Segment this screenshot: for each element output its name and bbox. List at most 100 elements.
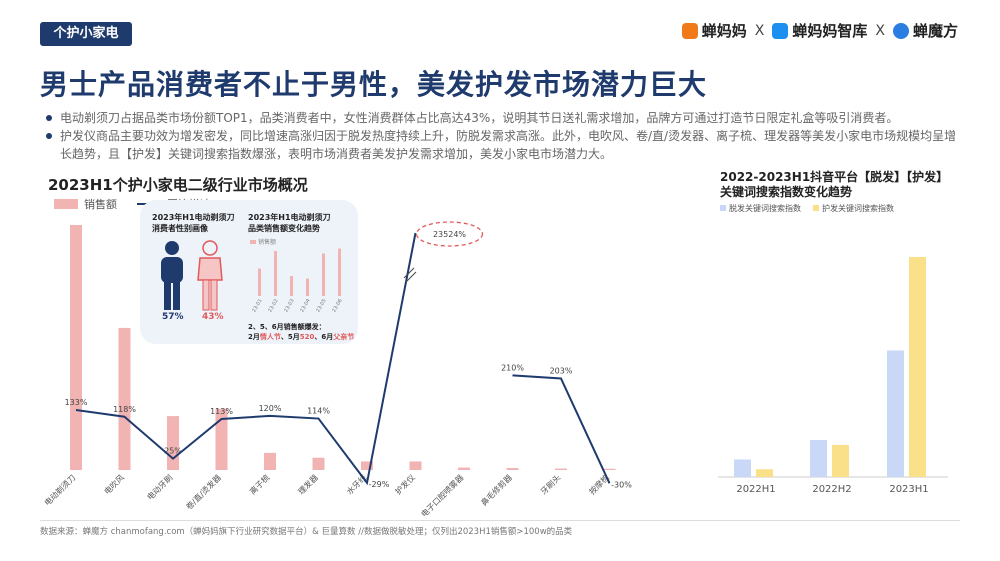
inset-trend-bars: 23-01 23-02 23-03 23-04 23-05 23-06 <box>251 248 344 314</box>
zhiku-icon <box>772 22 789 39</box>
growth-data-label: 25% <box>164 447 182 456</box>
category-tick-label: 牙刷头 <box>538 472 562 496</box>
keyword-index-bar <box>734 459 751 477</box>
right-category-label: 2022H1 <box>736 484 775 495</box>
growth-data-label: 120% <box>259 404 282 413</box>
keyword-index-bar <box>887 350 904 477</box>
legend-swatch-hair-care <box>813 205 819 211</box>
section-tag: 个护小家电 <box>40 22 132 46</box>
right-category-label: 2022H2 <box>812 484 851 495</box>
category-tick-label: 离子梳 <box>247 472 271 496</box>
sales-bar <box>506 468 519 470</box>
note-seg: 、5月 <box>280 333 300 341</box>
main-chart-title: 2023H1个护小家电二级行业市场概况 <box>48 176 308 194</box>
keyword-index-bar <box>909 257 926 477</box>
legend-swatch-hair-loss <box>720 205 726 211</box>
chanmama-logo: 蝉妈妈 <box>681 20 747 41</box>
growth-line <box>512 374 611 484</box>
female-icon <box>197 240 223 311</box>
note-seg: 、6月 <box>314 333 334 341</box>
trend-title: 2023年H1电动剃须刀 品类销售额变化趋势 <box>248 213 331 233</box>
growth-data-label: 210% <box>501 363 524 372</box>
legend-swatch-sales <box>54 199 78 209</box>
keyword-index-bar <box>810 440 827 477</box>
legend-label-hair-care: 护发关键词搜索指数 <box>822 204 894 213</box>
sales-bar <box>118 327 131 470</box>
category-tick-label: 电动牙刷 <box>145 472 175 502</box>
category-tick-label: 按摩梳 <box>587 472 611 496</box>
legend-hair-care: 护发关键词搜索指数 <box>813 203 894 214</box>
trend-month-label: 23-03 <box>283 298 295 314</box>
trend-legend-label: 销售额 <box>258 239 277 246</box>
right-chart-legend: 脱发关键词搜索指数 护发关键词搜索指数 <box>720 203 894 214</box>
bullet-item: 护发仪商品主要功效为增发密发，同比增速高涨归因于脱发热度持续上升，防脱发需求高涨… <box>46 127 966 163</box>
sales-bar <box>70 225 82 470</box>
zhiku-label: 蝉妈妈智库 <box>792 22 868 40</box>
bullet-item: 电动剃须刀占据品类市场份额TOP1，品类消费者中，女性消费群体占比高达43%，说… <box>46 109 966 127</box>
axis-break-mark <box>405 271 417 283</box>
sales-burst-note: 2、5、6月销售额爆发： 2月情人节、5月520、6月父亲节 <box>248 322 354 342</box>
footer-source: 数据来源：蝉魔方 chanmofang.com（蝉妈妈旗下行业研究数据平台）& … <box>40 527 573 537</box>
keyword-index-bar <box>756 469 773 477</box>
category-tick-label: 鼻毛修剪器 <box>479 472 514 507</box>
chanmama-icon <box>681 22 698 39</box>
trend-bar <box>258 268 261 296</box>
note-line2: 2月情人节、5月520、6月父亲节 <box>248 332 354 342</box>
legend-label-sales: 销售额 <box>84 198 117 211</box>
growth-data-label: 133% <box>65 398 88 407</box>
growth-data-label: 113% <box>210 407 233 416</box>
trend-month-label: 23-06 <box>331 298 343 314</box>
chanmofang-logo: 蝉魔方 <box>892 20 958 41</box>
chanmama-label: 蝉妈妈 <box>701 22 747 40</box>
chanmama-zhiku-logo: 蝉妈妈智库 <box>772 20 867 41</box>
legend-label-hair-loss: 脱发关键词搜索指数 <box>729 204 801 213</box>
inset-graphics: 23-01 23-02 23-03 23-04 23-05 23-06 <box>161 240 344 314</box>
sales-bar <box>409 461 422 470</box>
category-tick-label: 电子口腔喷雾器 <box>419 472 466 519</box>
growth-data-label: 118% <box>113 405 136 414</box>
growth-data-label: -30% <box>611 480 632 489</box>
brand-logos: 蝉妈妈 X 蝉妈妈智库 X 蝉魔方 <box>681 20 958 41</box>
note-holiday: 情人节 <box>259 333 281 341</box>
trend-month-label: 23-02 <box>267 298 279 314</box>
trend-bar <box>274 251 277 296</box>
legend-hair-loss: 脱发关键词搜索指数 <box>720 203 801 214</box>
note-seg: 2月 <box>248 333 260 341</box>
chanmofang-icon <box>892 22 909 39</box>
growth-data-label: 23524% <box>433 230 466 239</box>
sales-bar <box>603 468 616 470</box>
category-tick-label: 护发仪 <box>393 472 417 496</box>
female-pct: 43% <box>202 312 224 322</box>
category-tick-label: 水牙线 <box>344 472 368 496</box>
male-icon <box>161 241 183 310</box>
growth-data-label: 114% <box>307 407 330 416</box>
sales-bar <box>312 457 325 470</box>
category-tick-label: 卷/直/烫发器 <box>184 472 223 511</box>
right-category-label: 2023H1 <box>889 484 928 495</box>
sales-bar <box>361 461 373 470</box>
category-tick-label: 理发器 <box>296 472 320 496</box>
trend-bar <box>338 248 341 296</box>
footer-divider <box>40 520 960 521</box>
sales-bar <box>264 452 276 470</box>
page-title: 男士产品消费者不止于男性，美发护发市场潜力巨大 <box>40 68 708 101</box>
growth-data-label: -29% <box>369 480 390 489</box>
trend-month-label: 23-05 <box>315 298 327 314</box>
sales-bar <box>215 408 228 470</box>
trend-month-label: 23-04 <box>299 298 311 314</box>
trend-bar <box>322 253 325 296</box>
logo-separator: X <box>875 22 885 39</box>
logo-separator: X <box>754 22 765 39</box>
right-chart-title: 2022-2023H1抖音平台【脱发】【护发】关键词搜索指数变化趋势 <box>720 170 949 199</box>
note-line1: 2、5、6月销售额爆发： <box>248 323 326 331</box>
growth-data-label: 203% <box>550 367 573 376</box>
category-tick-label: 电动剃须刀 <box>42 472 77 507</box>
category-tick-label: 电吹风 <box>102 472 126 496</box>
trend-legend-swatch <box>250 239 256 244</box>
note-holiday: 父亲节 <box>333 333 355 341</box>
keyword-index-bar <box>832 444 849 477</box>
male-pct: 57% <box>162 312 184 322</box>
sales-bar <box>555 468 567 470</box>
bullet-list: 电动剃须刀占据品类市场份额TOP1，品类消费者中，女性消费群体占比高达43%，说… <box>46 109 966 163</box>
trend-bar <box>290 276 293 296</box>
